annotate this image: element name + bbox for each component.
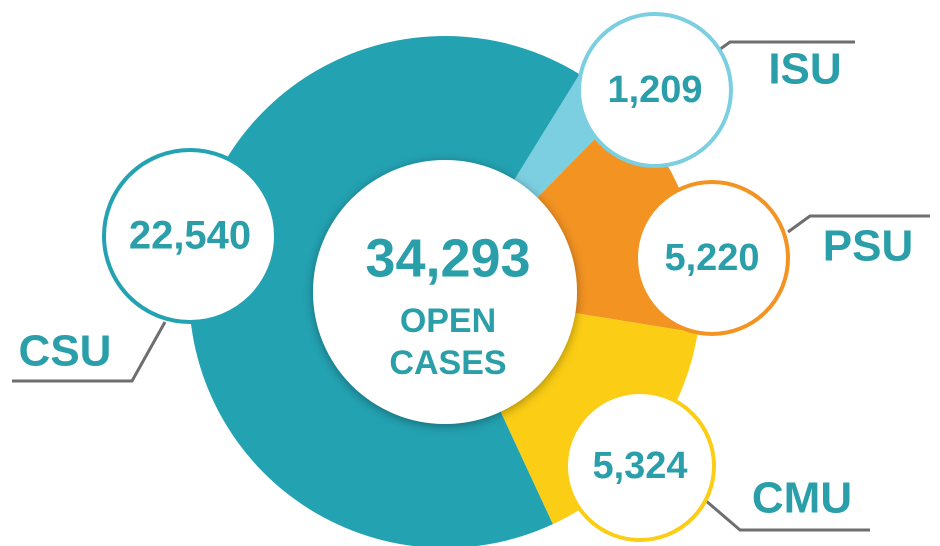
category-label: ISU <box>768 45 841 94</box>
category-label: CMU <box>752 474 852 523</box>
value-bubble <box>577 12 733 168</box>
value-bubble <box>102 148 278 324</box>
leader-line <box>12 321 167 383</box>
value-label: 5,220 <box>664 237 759 279</box>
annotations: 1,209 ISU 5,220 PSU 5,324 CMU 22,540 CSU <box>12 12 930 542</box>
center-total: 34,293 <box>365 228 530 288</box>
center-circle <box>313 160 577 424</box>
value-label: 1,209 <box>607 69 702 111</box>
value-bubble <box>564 390 716 542</box>
value-label: 22,540 <box>129 214 251 258</box>
center-caption: OPEN <box>400 302 496 340</box>
center-caption: CASES <box>389 344 506 382</box>
category-label: PSU <box>823 222 913 271</box>
leader-line <box>704 498 870 532</box>
value-label: 5,324 <box>592 445 687 487</box>
category-label: CSU <box>19 327 112 376</box>
value-bubble <box>634 180 790 336</box>
leader-line <box>787 214 930 234</box>
